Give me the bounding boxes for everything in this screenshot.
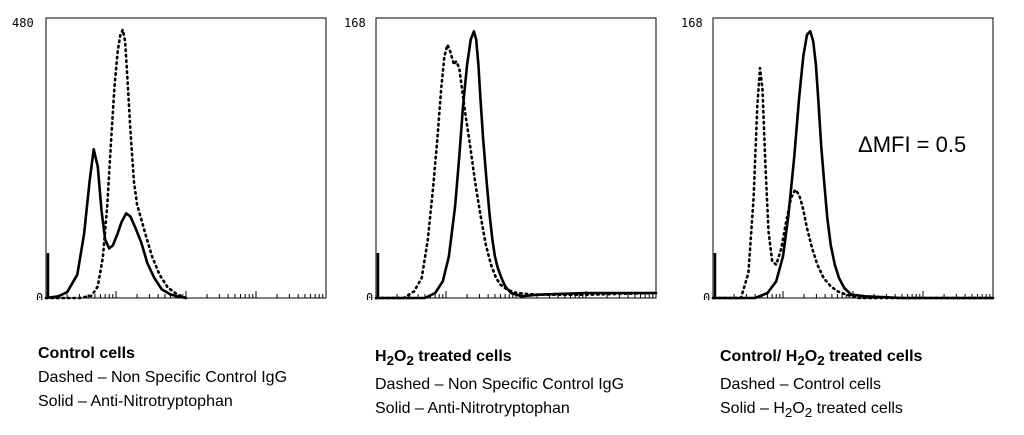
plot-frame — [712, 17, 994, 299]
caption-panel-2: H2O2 treated cells Dashed – Non Specific… — [375, 345, 624, 421]
caption-panel-1: Control cells Dashed – Non Specific Cont… — [38, 342, 287, 414]
y-max-label: 168 — [681, 16, 703, 30]
y-min-label: 0 — [366, 291, 373, 300]
histogram-panel-1: 480 0 100101102103104Fluorescence — [12, 16, 327, 300]
caption-title: Control cells — [38, 345, 135, 362]
delta-mfi-annotation: ΔMFI = 0.5 — [858, 132, 967, 157]
plot-frame — [45, 17, 327, 299]
caption-solid-legend: Solid – H2O2 treated cells — [720, 400, 903, 421]
caption-solid-legend: Solid – Anti-Nitrotryptophan — [375, 400, 570, 418]
caption-panel-3: Control/ H2O2 treated cells Dashed – Con… — [720, 345, 922, 425]
dashed-histogram-line — [711, 66, 995, 300]
caption-solid-legend: Solid – Anti-Nitrotryptophan — [38, 393, 233, 410]
caption-dashed-legend: Dashed – Non Specific Control IgG — [38, 369, 288, 386]
histogram-panel-2: 168 0 100101102103104Fluorescence — [344, 16, 658, 300]
caption-title: Control/ H2O2 treated cells — [720, 348, 923, 369]
plot-frame — [375, 17, 657, 299]
y-min-label: 0 — [36, 291, 43, 300]
histogram-panel-3: 168 0 100101102103104Fluorescence — [681, 16, 995, 300]
dashed-histogram-line — [44, 28, 188, 300]
y-max-label: 480 — [12, 16, 34, 30]
solid-histogram-line — [374, 29, 658, 300]
y-max-label: 168 — [344, 16, 366, 30]
dashed-histogram-line — [374, 43, 658, 300]
solid-histogram-line — [711, 29, 995, 300]
y-min-label: 0 — [703, 291, 710, 300]
caption-title: H2O2 treated cells — [375, 348, 512, 369]
caption-dashed-legend: Dashed – Non Specific Control IgG — [375, 376, 625, 394]
caption-dashed-legend: Dashed – Control cells — [720, 376, 881, 394]
solid-histogram-line — [44, 148, 188, 300]
